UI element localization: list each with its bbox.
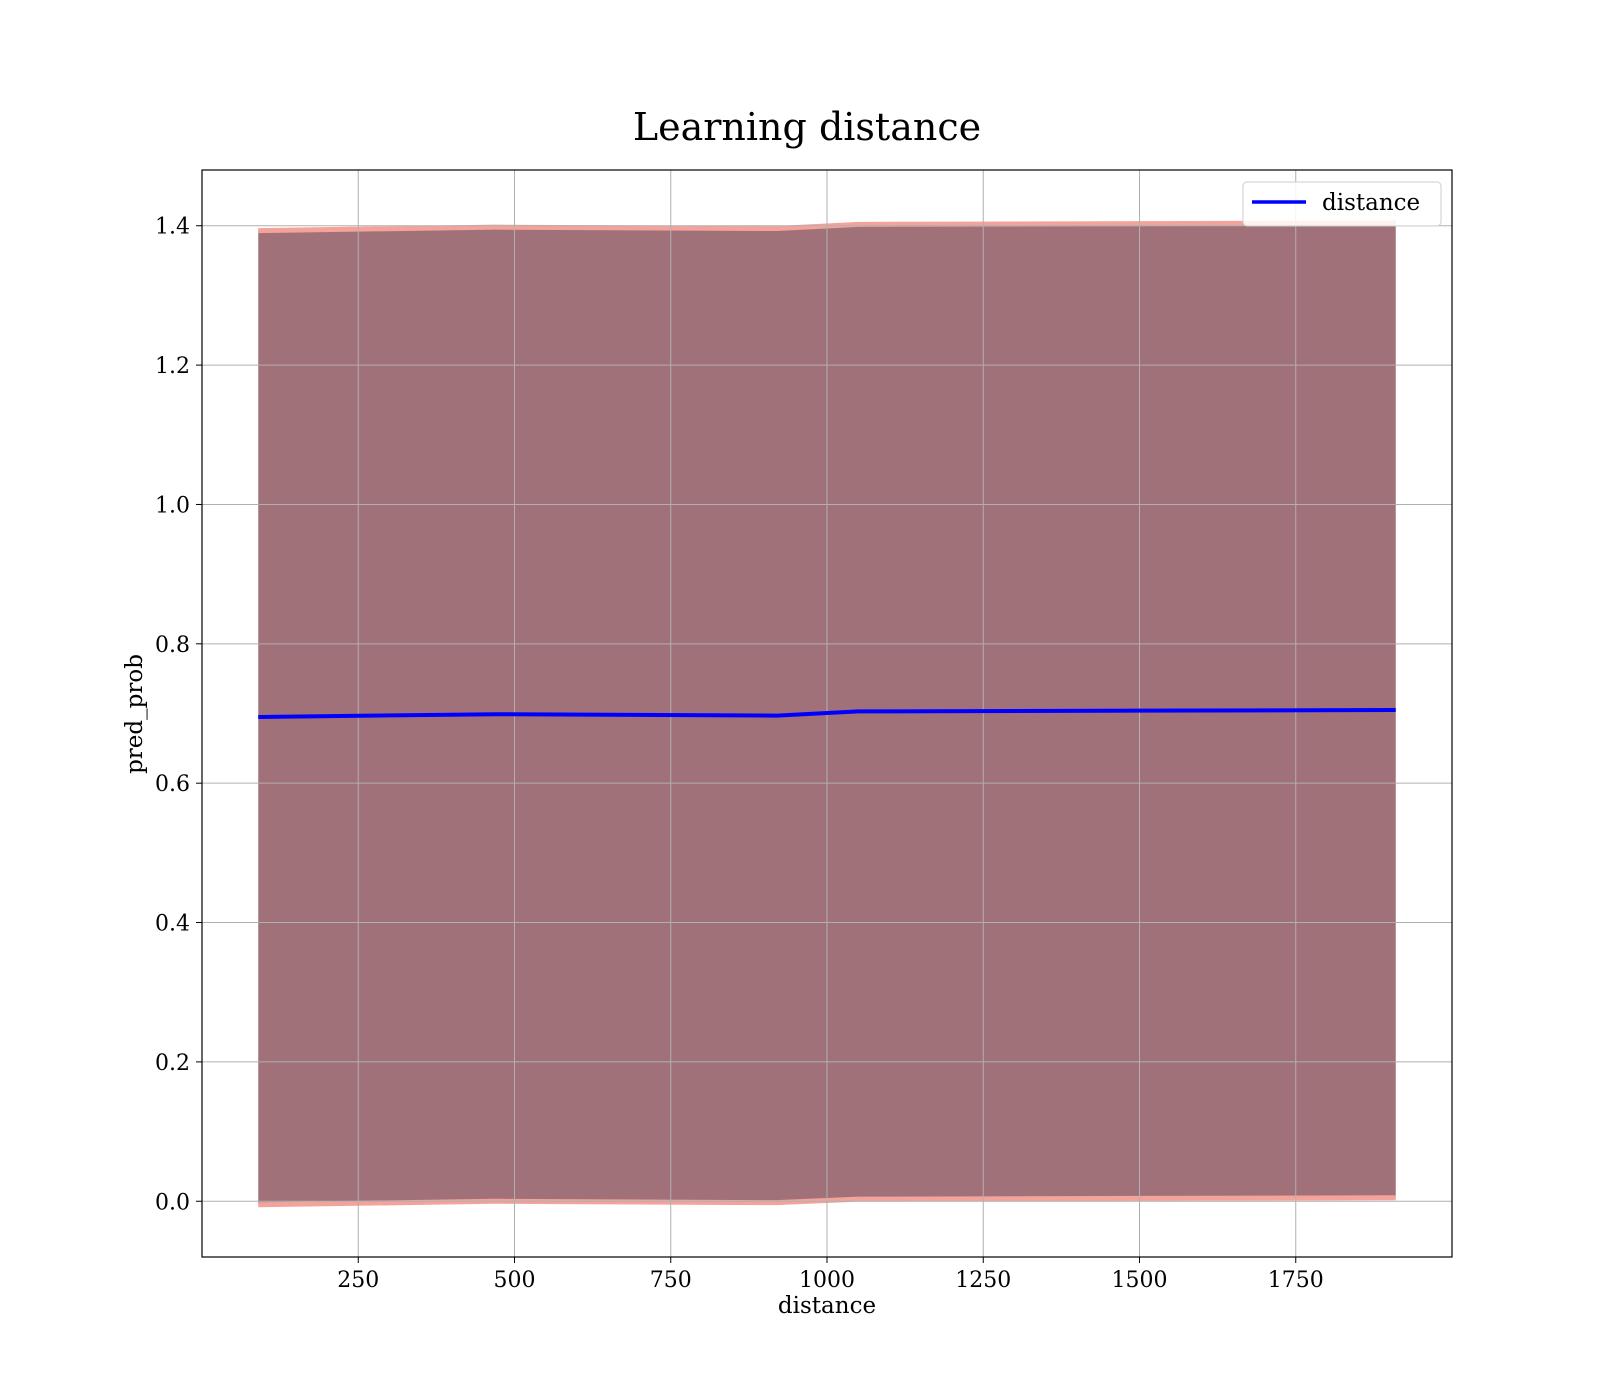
x-tick-label: 1500 xyxy=(1112,1268,1168,1293)
y-tick-layer: 0.0 0.2 0.4 0.6 0.8 1.0 1.2 1.4 xyxy=(155,215,202,1215)
x-axis-label: distance xyxy=(778,1293,876,1319)
legend-label: distance xyxy=(1322,190,1420,216)
x-tick-label: 750 xyxy=(650,1268,692,1293)
x-tick-label: 1750 xyxy=(1268,1268,1324,1293)
y-tick-label: 0.4 xyxy=(155,912,190,937)
y-tick-label: 0.6 xyxy=(155,772,190,797)
y-tick-label: 1.2 xyxy=(155,354,190,379)
y-axis-label: pred_prob xyxy=(122,654,148,774)
y-tick-label: 0.0 xyxy=(155,1190,190,1215)
y-tick-label: 0.8 xyxy=(155,633,190,658)
y-tick-label: 0.2 xyxy=(155,1051,190,1076)
x-tick-label: 1000 xyxy=(799,1268,855,1293)
x-tick-label: 1250 xyxy=(955,1268,1011,1293)
chart-title: Learning distance xyxy=(633,105,981,149)
band-lower-edge xyxy=(258,1195,1396,1208)
series-line-layer xyxy=(258,708,1396,719)
series-line-distance xyxy=(258,708,1396,719)
legend: distance xyxy=(1242,181,1442,227)
x-tick-layer: 250 500 750 1000 1250 1500 1750 xyxy=(337,1257,1324,1293)
y-tick-label: 1.0 xyxy=(155,493,190,518)
x-tick-label: 500 xyxy=(494,1268,536,1293)
band-upper-edge xyxy=(258,220,1396,234)
legend-box xyxy=(1242,181,1442,227)
y-tick-label: 1.4 xyxy=(155,215,190,240)
x-tick-label: 250 xyxy=(337,1268,379,1293)
